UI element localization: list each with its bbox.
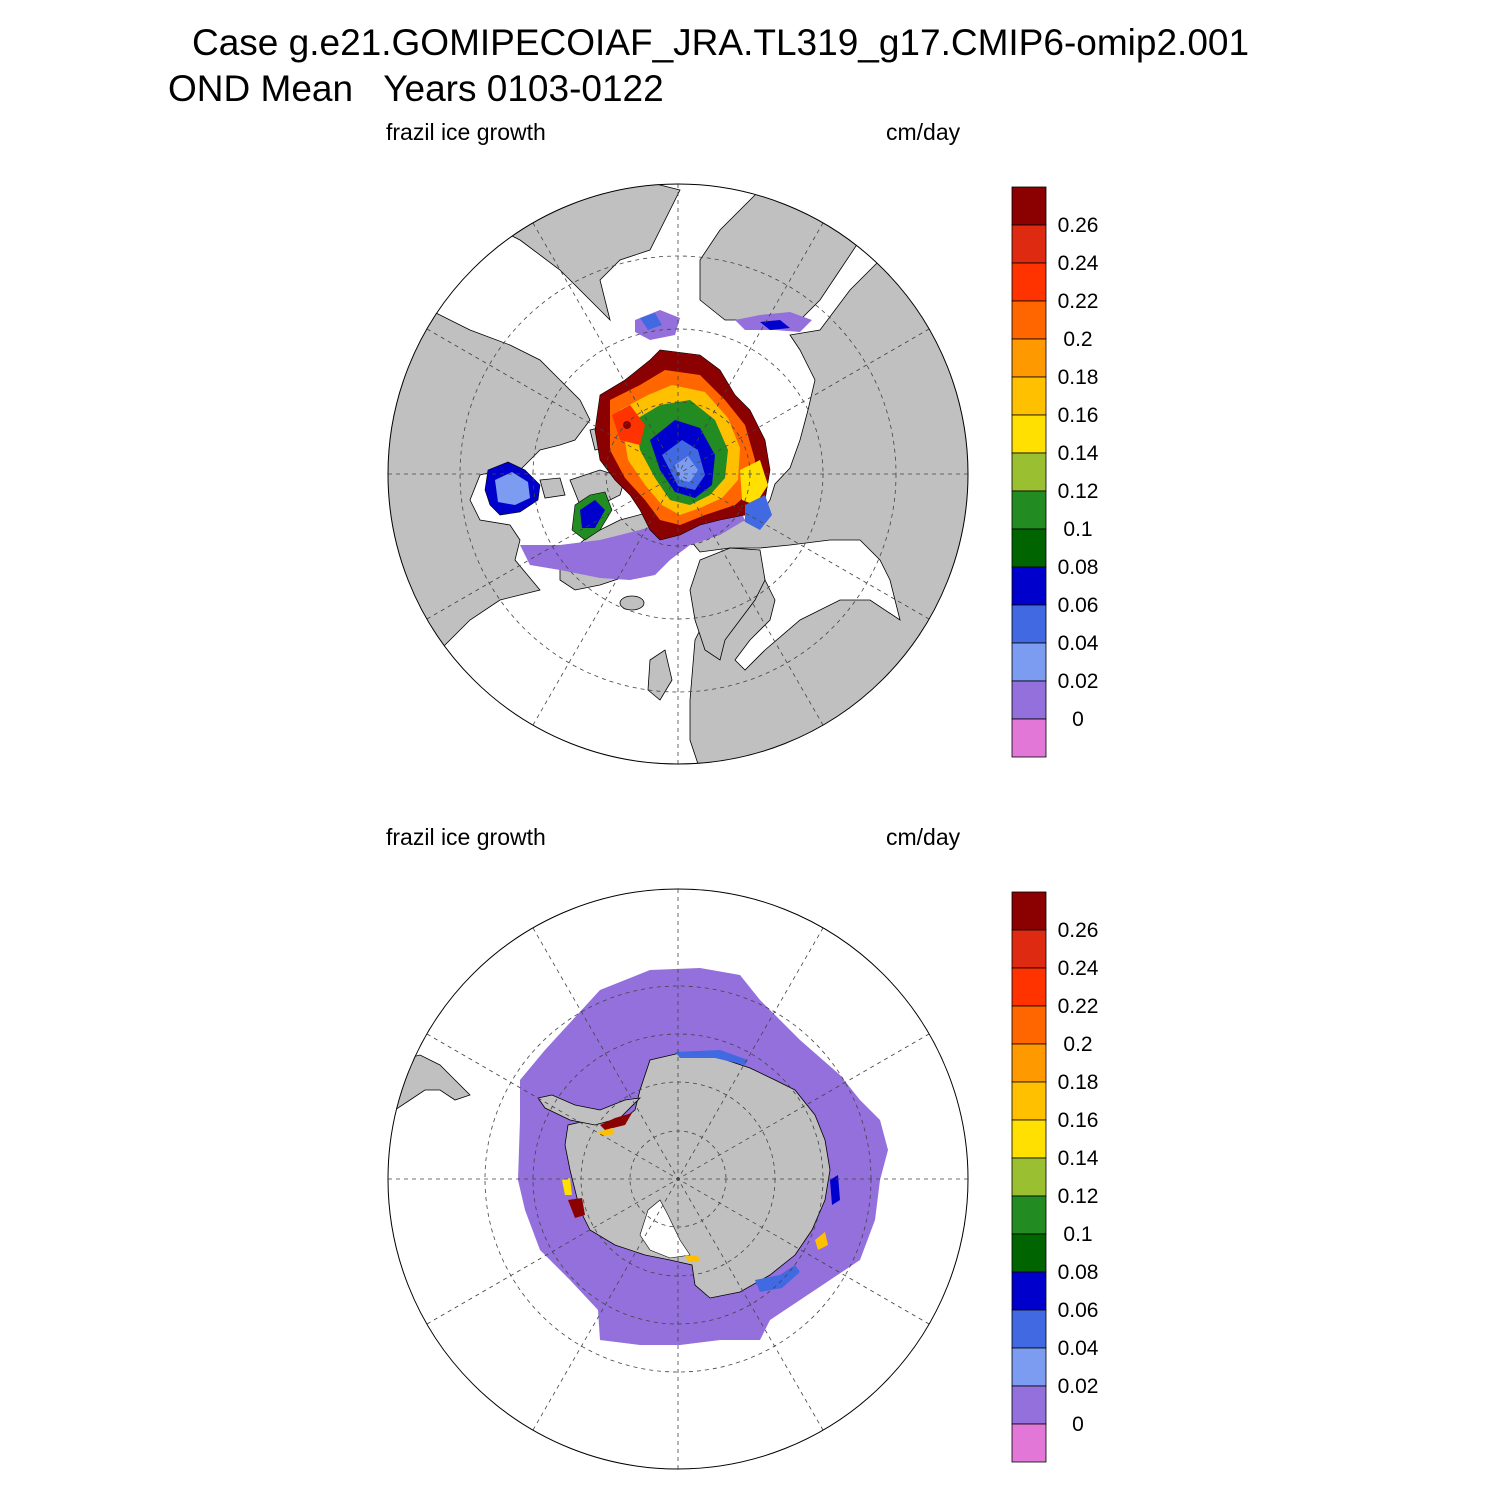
colorbar-north-tick-label: 0.22 <box>1058 290 1099 313</box>
colorbar-south-tick-label: 0.08 <box>1058 1261 1099 1284</box>
colorbar-north-swatch <box>1011 680 1047 720</box>
colorbar-south-swatch <box>1011 1043 1047 1083</box>
south-america-landmass <box>394 1054 471 1111</box>
panel2-units-label: cm/day <box>886 824 961 850</box>
colorbar-south-swatch <box>1011 1233 1047 1273</box>
north-polar-map <box>387 183 969 765</box>
colorbar-north-tick-label: 0.24 <box>1058 252 1099 275</box>
british-isles <box>647 649 673 701</box>
barents-sea-field <box>745 495 772 530</box>
colorbar-south-tick-label: 0.14 <box>1058 1147 1099 1170</box>
colorbar-north-tick-label: 0.1 <box>1063 518 1092 541</box>
colorbar-north-swatch <box>1011 262 1047 302</box>
colorbar-south-tick-label: 0.12 <box>1058 1185 1099 1208</box>
colorbar-north-tick-label: 0.14 <box>1058 442 1099 465</box>
ross-coastal-field <box>568 1198 585 1218</box>
colorbar-south-tick-label: 0.26 <box>1058 919 1099 942</box>
colorbar-north-swatch <box>1011 604 1047 644</box>
colorbar-north: 0.26 0.24 0.22 0.2 0.18 0.16 0.14 0.12 0.1 0.08 0.… <box>1011 186 1099 758</box>
south-polar-map <box>387 888 969 1470</box>
colorbar-south-tick-label: 0.06 <box>1058 1299 1099 1322</box>
colorbar-south-tick-label: 0.18 <box>1058 1071 1099 1094</box>
colorbar-south-tick-label: 0.1 <box>1063 1223 1092 1246</box>
iceland <box>619 595 645 611</box>
colorbar-south-swatch <box>1011 1157 1047 1197</box>
colorbar-north-tick-label: 0.2 <box>1063 328 1092 351</box>
colorbar-north-swatch <box>1011 718 1047 758</box>
colorbar-south-swatch <box>1011 929 1047 969</box>
colorbar-north-tick-label: 0.18 <box>1058 366 1099 389</box>
colorbar-south-swatch <box>1011 1347 1047 1387</box>
title-line2: OND Mean Years 0103-0122 <box>168 68 664 109</box>
colorbar-north-swatch <box>1011 376 1047 416</box>
colorbar-north-swatch <box>1011 338 1047 378</box>
eurasia-landmass <box>689 229 968 764</box>
colorbar-south-swatch <box>1011 1271 1047 1311</box>
colorbar-north-tick-label: 0.08 <box>1058 556 1099 579</box>
colorbar-south-swatch <box>1011 1005 1047 1045</box>
colorbar-south-tick-label: 0.22 <box>1058 995 1099 1018</box>
colorbar-north-swatch <box>1011 186 1047 226</box>
south-grid <box>388 889 968 1469</box>
arctic-ocean-field <box>594 349 771 541</box>
panel2-variable-label: frazil ice growth <box>386 824 546 850</box>
colorbar-south: 0.26 0.24 0.22 0.2 0.18 0.16 0.14 0.12 0.1 0.08 0.… <box>1011 891 1099 1463</box>
colorbar-north-swatch <box>1011 414 1047 454</box>
panel1-variable-label: frazil ice growth <box>386 119 546 145</box>
scandinavia-landmass <box>689 547 766 661</box>
north-grid <box>388 184 968 764</box>
colorbar-north-tick-label: 0 <box>1072 708 1084 731</box>
colorbar-north-tick-label: 0.04 <box>1058 632 1099 655</box>
colorbar-north-swatch <box>1011 642 1047 682</box>
weddell-coastal-field <box>600 1113 632 1130</box>
colorbar-north-swatch <box>1011 300 1047 340</box>
colorbar-south-swatch <box>1011 1119 1047 1159</box>
colorbar-south-swatch <box>1011 1423 1047 1463</box>
title-line1: Case g.e21.GOMIPECOIAF_JRA.TL319_g17.CMI… <box>192 22 1250 63</box>
colorbar-south-swatch <box>1011 967 1047 1007</box>
colorbar-north-swatch <box>1011 566 1047 606</box>
colorbar-north-swatch <box>1011 224 1047 264</box>
colorbar-north-tick-label: 0.16 <box>1058 404 1099 427</box>
colorbar-south-swatch <box>1011 1081 1047 1121</box>
colorbar-south-swatch <box>1011 1385 1047 1425</box>
colorbar-north-swatch <box>1011 528 1047 568</box>
colorbar-south-tick-label: 0.04 <box>1058 1337 1099 1360</box>
colorbar-south-swatch <box>1011 1309 1047 1349</box>
colorbar-south-tick-label: 0.16 <box>1058 1109 1099 1132</box>
colorbar-south-tick-label: 0.24 <box>1058 957 1099 980</box>
colorbar-south-tick-label: 0 <box>1072 1413 1084 1436</box>
panel1-units-label: cm/day <box>886 119 961 145</box>
colorbar-south-tick-label: 0.02 <box>1058 1375 1099 1398</box>
colorbar-north-tick-label: 0.12 <box>1058 480 1099 503</box>
colorbar-north-tick-label: 0.02 <box>1058 670 1099 693</box>
colorbar-south-swatch <box>1011 891 1047 931</box>
colorbar-south-swatch <box>1011 1195 1047 1235</box>
colorbar-north-swatch <box>1011 490 1047 530</box>
colorbar-north-swatch <box>1011 452 1047 492</box>
colorbar-north-tick-label: 0.06 <box>1058 594 1099 617</box>
colorbar-south-tick-label: 0.2 <box>1063 1033 1092 1056</box>
colorbar-north-tick-label: 0.26 <box>1058 214 1099 237</box>
